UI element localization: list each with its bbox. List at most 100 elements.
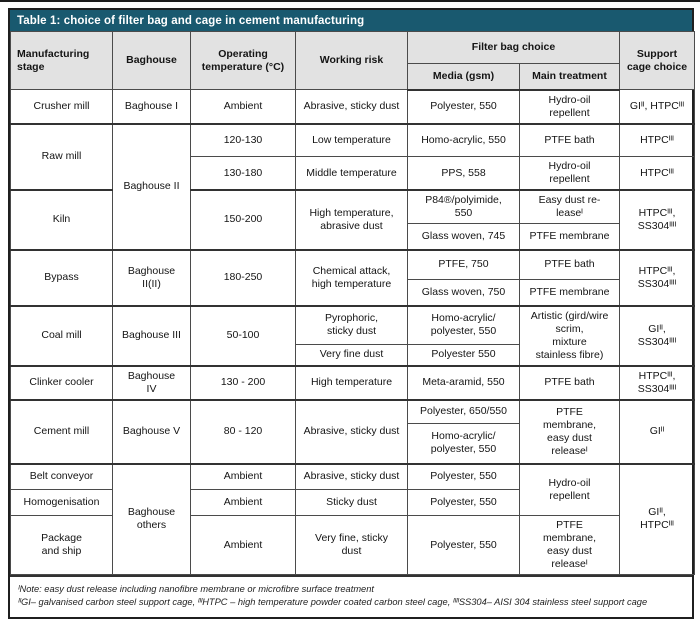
cell-media: Meta-aramid, 550	[407, 364, 520, 400]
table-row: Cement mill Baghouse V 80 - 120 Abrasive, s…	[10, 398, 695, 464]
cell-treatment: PTFE membrane	[519, 279, 620, 306]
cell-treatment: PTFE bath	[519, 364, 620, 400]
table-row: Glass woven, 745 PTFE membrane	[11, 223, 695, 250]
cell-baghouse: Baghouse I	[112, 89, 191, 124]
cell-cage: GIᴵᴵ	[619, 398, 695, 464]
footnotes-section: ᴵNote: easy dust release including nanof…	[10, 575, 692, 617]
cell-temperature: 130-180	[190, 156, 296, 191]
table-row: Crusher mill Baghouse I Ambient Abrasive, s…	[10, 89, 695, 124]
cell-temperature: Ambient	[190, 489, 296, 516]
cell-stage: Coal mill	[10, 304, 113, 366]
header-media-gsm: Media (gsm)	[407, 63, 520, 91]
header-baghouse: Baghouse	[112, 31, 191, 90]
page-top-rule	[0, 0, 700, 2]
cell-media: Polyester, 650/550	[407, 398, 520, 424]
cell-risk: Middle temperature	[295, 156, 408, 191]
cell-risk: Very fine dust	[295, 343, 408, 367]
cell-stage: Kiln	[10, 189, 113, 250]
table-row: Raw mill Baghouse II 120-130 Low temperatur…	[10, 122, 695, 250]
cell-media: Homo-acrylic/ polyester, 550	[407, 304, 520, 345]
cell-risk: Very fine, sticky dust	[295, 515, 408, 575]
cell-media: PPS, 558	[407, 156, 520, 191]
cell-baghouse: Baghouse IV	[112, 364, 191, 400]
cell-risk: Low temperature	[295, 122, 408, 157]
cell-treatment: Hydro-oil repellent	[519, 462, 620, 516]
cell-stage: Raw mill	[10, 122, 113, 191]
cell-media: Homo-acrylic, 550	[407, 122, 520, 157]
cell-cage: HTPCᴵᴵᴵ	[619, 122, 695, 157]
cell-media: Polyester, 550	[407, 489, 520, 516]
cell-risk: Abrasive, sticky dust	[295, 89, 408, 124]
cell-treatment: PTFE bath	[519, 122, 620, 157]
cell-treatment: Easy dust re- leaseᴵ	[519, 189, 620, 224]
cell-baghouse: Baghouse V	[112, 398, 191, 464]
cell-treatment: Hydro-oil repellent	[519, 89, 620, 124]
cell-treatment: PTFE membrane, easy dust releaseᴵ	[519, 515, 620, 575]
cell-media: P84®/polyimide, 550	[407, 189, 520, 224]
cell-temperature: 180-250	[190, 248, 296, 306]
cell-cage: HTPCᴵᴵᴵ, SS304ᴵᴵᴵᴵ	[619, 189, 695, 250]
filter-bag-table: Manufacturing stage Baghouse Operating t…	[10, 31, 695, 575]
table-row: Homogenisation Ambient Sticky dust Polyeste…	[10, 489, 695, 516]
cell-media: Homo-acrylic/ polyester, 550	[407, 423, 520, 464]
cell-treatment: Artistic (gird/wire scrim, mixture stain…	[519, 304, 620, 366]
cell-stage: Crusher mill	[10, 89, 113, 124]
cell-baghouse: Baghouse II	[112, 122, 191, 250]
cell-media: Glass woven, 750	[407, 279, 520, 306]
cell-temperature: 150-200	[190, 189, 296, 250]
cell-cage: GIᴵᴵ, HTPCᴵᴵᴵ	[619, 462, 695, 575]
cell-stage: Package and ship	[10, 515, 113, 575]
cell-temperature: Ambient	[190, 515, 296, 575]
cell-media: Polyester, 550	[407, 462, 520, 490]
cell-media: Polyester, 550	[407, 89, 520, 124]
cell-temperature: 80 - 120	[190, 398, 296, 464]
table-row: Belt conveyor Baghouse others Ambient Abras…	[10, 462, 695, 575]
cell-temperature: Ambient	[190, 462, 296, 490]
header-working-risk: Working risk	[295, 31, 408, 90]
table-row: Kiln 150-200 High temperature, abrasive du…	[10, 189, 695, 250]
cell-treatment: Hydro-oil repellent	[519, 156, 620, 191]
table-row: 130-180 Middle temperature PPS, 558 Hydro-o…	[11, 156, 695, 191]
cell-risk: Pyrophoric, sticky dust	[295, 304, 408, 345]
cell-baghouse: Baghouse II(II)	[112, 248, 191, 306]
cell-cage: GIᴵᴵ, SS304ᴵᴵᴵᴵ	[619, 304, 695, 366]
cell-risk: Sticky dust	[295, 489, 408, 516]
cell-stage: Cement mill	[10, 398, 113, 464]
cell-media: Polyester, 550	[407, 515, 520, 575]
cell-media: Polyester 550	[407, 343, 520, 367]
cell-cage: GIᴵᴵ, HTPCᴵᴵᴵ	[619, 89, 695, 124]
cell-treatment: PTFE membrane, easy dust releaseᴵ	[519, 398, 620, 464]
table-container: Table 1: choice of filter bag and cage i…	[8, 8, 695, 619]
cell-temperature: 120-130	[190, 122, 296, 157]
cell-risk: Abrasive, sticky dust	[295, 398, 408, 464]
cell-risk: High temperature, abrasive dust	[295, 189, 408, 250]
table-row: Clinker cooler Baghouse IV 130 - 200 High t…	[10, 364, 695, 400]
cell-cage: HTPCᴵᴵᴵ, SS304ᴵᴵᴵᴵ	[619, 248, 695, 306]
footnote: ᴵNote: easy dust release including nanof…	[18, 584, 374, 594]
header-manufacturing-stage: Manufacturing stage	[10, 31, 113, 90]
header-main-treatment: Main treatment	[519, 63, 620, 91]
header-row-2: Media (gsm) Main treatment	[11, 63, 695, 91]
cell-treatment: PTFE membrane	[519, 223, 620, 250]
table-body: Crusher mill Baghouse I Ambient Abrasive, s…	[10, 89, 695, 575]
cell-stage: Homogenisation	[10, 489, 113, 516]
table-row: Coal mill Baghouse III 50-100 Pyrophoric, s…	[10, 304, 695, 366]
table-row: Homo-acrylic/ polyester, 550	[11, 423, 695, 464]
cell-media: Glass woven, 745	[407, 223, 520, 250]
cell-media: PTFE, 750	[407, 248, 520, 280]
header-filter-bag-choice: Filter bag choice	[407, 31, 620, 64]
cell-risk: Abrasive, sticky dust	[295, 462, 408, 490]
cell-temperature: Ambient	[190, 89, 296, 124]
table-row: Bypass Baghouse II(II) 180-250 Chemical att…	[10, 248, 695, 306]
header-support-cage-choice: Support cage choice	[619, 31, 695, 90]
cell-treatment: PTFE bath	[519, 248, 620, 280]
cell-cage: HTPCᴵᴵᴵ, SS304ᴵᴵᴵᴵ	[619, 364, 695, 400]
cell-temperature: 130 - 200	[190, 364, 296, 400]
cell-temperature: 50-100	[190, 304, 296, 366]
cell-stage: Belt conveyor	[10, 462, 113, 490]
cell-risk: Chemical attack, high temperature	[295, 248, 408, 306]
cell-stage: Bypass	[10, 248, 113, 306]
cell-risk: High temperature	[295, 364, 408, 400]
table-row: Package and ship Ambient Very fine, sticky…	[10, 515, 695, 575]
cell-baghouse: Baghouse others	[112, 462, 191, 575]
